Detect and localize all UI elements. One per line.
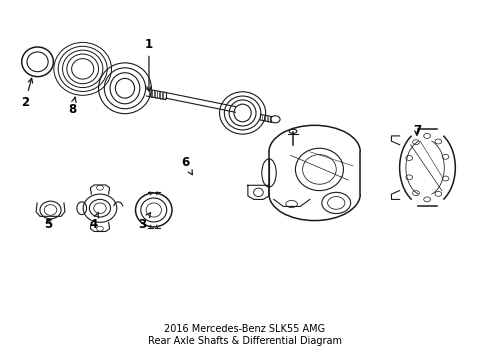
Text: 1: 1 — [145, 38, 153, 91]
Text: 4: 4 — [90, 212, 98, 231]
Text: 2: 2 — [21, 78, 33, 109]
Text: 3: 3 — [138, 213, 150, 231]
Text: 2016 Mercedes-Benz SLK55 AMG
Rear Axle Shafts & Differential Diagram: 2016 Mercedes-Benz SLK55 AMG Rear Axle S… — [148, 324, 342, 346]
Text: 7: 7 — [413, 124, 421, 137]
Text: 5: 5 — [44, 217, 52, 231]
Text: 6: 6 — [181, 156, 193, 175]
Text: 8: 8 — [68, 97, 76, 116]
